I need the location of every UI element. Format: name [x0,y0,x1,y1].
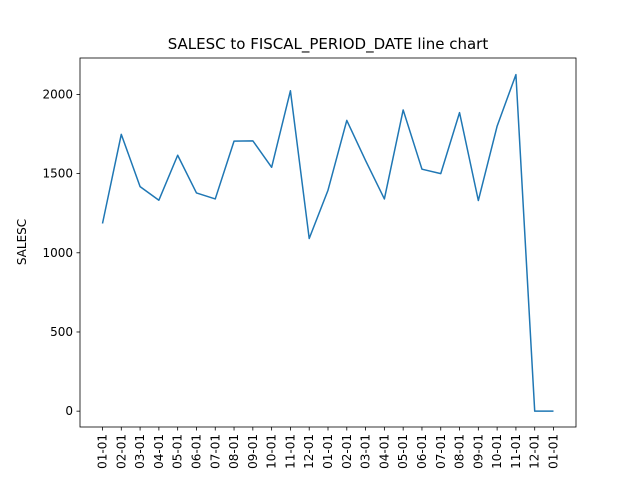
y-axis-label: SALESC [15,219,29,265]
x-tick-label: 02-01 [340,434,354,469]
x-tick-label: 10-01 [265,434,279,469]
y-tick-label: 0 [65,404,73,418]
x-tick-label: 07-01 [434,434,448,469]
x-tick-label: 04-01 [152,434,166,469]
x-tick-label: 04-01 [377,434,391,469]
x-tick-label: 02-01 [114,434,128,469]
x-tick-label: 09-01 [471,434,485,469]
x-tick-label: 12-01 [302,434,316,469]
x-tick-label: 11-01 [283,434,297,469]
x-tick-label: 01-01 [96,434,110,469]
x-tick-label: 11-01 [509,434,523,469]
x-tick-label: 01-01 [547,434,561,469]
plot-area: 0 500 1000 1500 2000 01-01 02-01 03-01 04-01 05-0… [42,57,577,469]
y-tick-label: 500 [50,325,73,339]
x-tick-label: 06-01 [189,434,203,469]
x-tick-label: 05-01 [396,434,410,469]
x-tick-label: 05-01 [171,434,185,469]
x-tick-label: 08-01 [453,434,467,469]
x-tick-label: 10-01 [490,434,504,469]
y-tick-label: 1000 [42,246,73,260]
x-tick-label: 07-01 [208,434,222,469]
x-tick-label: 01-01 [321,434,335,469]
y-tick-label: 1500 [42,167,73,181]
x-tick-label: 09-01 [246,434,260,469]
x-tick-label: 08-01 [227,434,241,469]
y-tick-label: 2000 [42,87,73,101]
series-line [101,73,554,412]
chart-title: SALESC to FISCAL_PERIOD_DATE line chart [168,35,489,54]
x-tick-label: 03-01 [133,434,147,469]
x-tick-label: 12-01 [528,434,542,469]
x-tick-label: 03-01 [359,434,373,469]
x-tick-label: 06-01 [415,434,429,469]
